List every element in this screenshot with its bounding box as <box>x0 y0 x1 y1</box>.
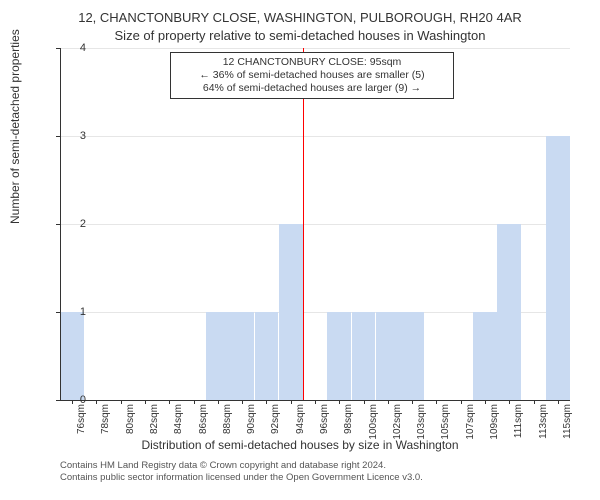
y-tick-label: 1 <box>62 306 86 318</box>
gridline <box>60 224 570 225</box>
histogram-bar <box>546 136 570 400</box>
histogram-bar <box>255 312 279 400</box>
histogram-bar <box>279 224 303 400</box>
gridline <box>60 48 570 49</box>
plot-area: 12 CHANCTONBURY CLOSE: 95sqm← 36% of sem… <box>60 48 570 400</box>
histogram-bar <box>327 312 351 400</box>
x-axis-label: Distribution of semi-detached houses by … <box>0 438 600 452</box>
chart-subtitle: Size of property relative to semi-detach… <box>0 26 600 43</box>
x-axis-line <box>60 400 570 401</box>
histogram-bar <box>352 312 376 400</box>
y-tick-label: 3 <box>62 130 86 142</box>
marker-info-box: 12 CHANCTONBURY CLOSE: 95sqm← 36% of sem… <box>170 52 454 99</box>
histogram-bar <box>206 312 230 400</box>
gridline <box>60 136 570 137</box>
y-tick-label: 2 <box>62 218 86 230</box>
chart-container: 12, CHANCTONBURY CLOSE, WASHINGTON, PULB… <box>0 0 600 500</box>
footer-line-2: Contains public sector information licen… <box>60 472 423 484</box>
histogram-bar <box>376 312 400 400</box>
y-axis-label: Number of semi-detached properties <box>8 29 22 224</box>
marker-info-line: 12 CHANCTONBURY CLOSE: 95sqm <box>177 56 447 69</box>
histogram-bar <box>60 312 84 400</box>
y-tick-label: 4 <box>62 42 86 54</box>
y-axis-line <box>60 48 61 400</box>
histogram-bar <box>473 312 497 400</box>
histogram-bar <box>497 224 521 400</box>
histogram-bar <box>230 312 254 400</box>
footer-attribution: Contains HM Land Registry data © Crown c… <box>60 460 423 484</box>
histogram-bar <box>400 312 424 400</box>
marker-info-line: ← 36% of semi-detached houses are smalle… <box>177 69 447 82</box>
marker-info-line: 64% of semi-detached houses are larger (… <box>177 82 447 95</box>
chart-title: 12, CHANCTONBURY CLOSE, WASHINGTON, PULB… <box>0 0 600 26</box>
marker-line <box>303 48 304 400</box>
footer-line-1: Contains HM Land Registry data © Crown c… <box>60 460 423 472</box>
